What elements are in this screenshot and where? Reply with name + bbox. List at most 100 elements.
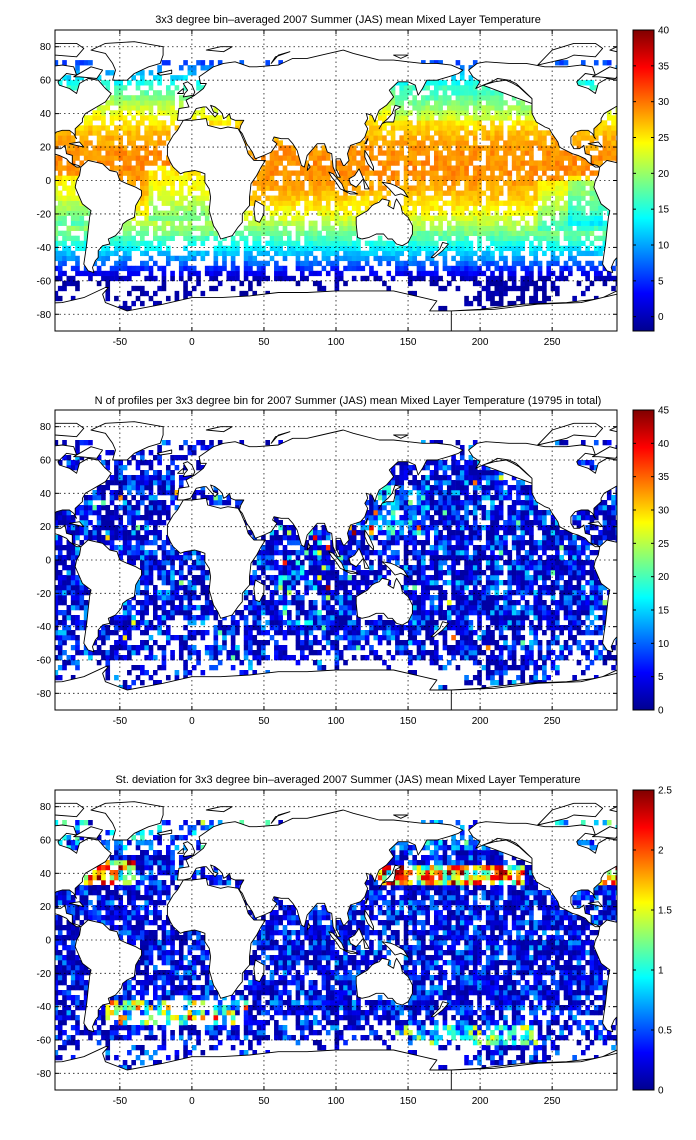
heatmap-cell [135, 145, 141, 151]
heatmap-cell [351, 225, 357, 231]
heatmap-cell [464, 160, 469, 166]
heatmap-cell [191, 450, 197, 456]
heatmap-cell [356, 635, 361, 641]
heatmap-cell [287, 570, 292, 576]
heatmap-cell [114, 480, 119, 486]
heatmap-cell [343, 255, 348, 262]
heatmap-cell [109, 130, 115, 136]
heatmap-cell [524, 265, 530, 272]
heatmap-cell [122, 145, 128, 151]
heatmap-cell [377, 195, 383, 201]
heatmap-cell [438, 205, 443, 211]
heatmap-cell [325, 565, 331, 571]
heatmap-cell [615, 145, 617, 151]
heatmap-cell [183, 95, 188, 101]
heatmap-cell [161, 235, 167, 241]
heatmap-cell [191, 445, 197, 451]
heatmap-cell [196, 490, 201, 496]
heatmap-cell [529, 150, 534, 156]
heatmap-cell [118, 265, 124, 272]
heatmap-cell [585, 190, 590, 196]
heatmap-cell [438, 175, 443, 181]
heatmap-cell [157, 520, 162, 526]
heatmap-cell [377, 185, 383, 191]
heatmap-cell [174, 675, 180, 681]
heatmap-cell [75, 240, 80, 247]
heatmap-cell [109, 545, 115, 551]
heatmap-cell [606, 145, 612, 151]
heatmap-cell [101, 135, 106, 141]
heatmap-cell [481, 95, 487, 101]
heatmap-cell [196, 555, 201, 561]
heatmap-cell [330, 595, 335, 601]
heatmap-cell [304, 570, 309, 576]
heatmap-cell [524, 275, 530, 282]
heatmap-cell [421, 560, 426, 566]
heatmap-cell [144, 125, 149, 131]
heatmap-cell [70, 535, 76, 541]
heatmap-cell [459, 165, 465, 171]
heatmap-cell [200, 255, 206, 262]
heatmap-cell [321, 595, 327, 601]
heatmap-cell [274, 235, 279, 241]
heatmap-cell [243, 245, 249, 252]
heatmap-cell [343, 625, 348, 631]
heatmap-cell [122, 625, 128, 631]
heatmap-cell [256, 220, 262, 226]
heatmap-cell [490, 250, 495, 257]
heatmap-cell [79, 650, 85, 656]
heatmap-cell [101, 485, 106, 491]
heatmap-cell [178, 555, 184, 561]
heatmap-cell [62, 245, 67, 252]
heatmap-cell [161, 225, 167, 231]
heatmap-cell [386, 110, 392, 116]
heatmap-cell [585, 165, 590, 171]
heatmap-cell [269, 220, 275, 226]
heatmap-cell [57, 630, 63, 636]
heatmap-cell [433, 585, 439, 591]
heatmap-cell [325, 615, 331, 621]
heatmap-cell [127, 550, 132, 556]
heatmap-cell [412, 580, 417, 586]
heatmap-cell [416, 140, 422, 146]
heatmap-cell [157, 475, 162, 481]
heatmap-cell [131, 515, 136, 521]
heatmap-cell [364, 655, 370, 661]
heatmap-cell [351, 215, 357, 221]
heatmap-cell [213, 650, 219, 656]
heatmap-cell [256, 550, 262, 556]
heatmap-cell [416, 520, 422, 526]
heatmap-cell [390, 240, 396, 247]
heatmap-cell [338, 555, 344, 561]
heatmap-cell [261, 175, 266, 181]
heatmap-cell [226, 270, 232, 277]
heatmap-cell [490, 165, 495, 171]
heatmap-cell [269, 180, 275, 186]
heatmap-cell [382, 515, 387, 521]
heatmap-cell [239, 230, 245, 236]
heatmap-cell [503, 230, 508, 236]
heatmap-cell [278, 645, 283, 651]
heatmap-cell [174, 555, 180, 561]
heatmap-cell [299, 265, 305, 272]
heatmap-cell [416, 575, 422, 581]
heatmap-cell [395, 95, 400, 101]
heatmap-cell [66, 75, 72, 81]
heatmap-cell [330, 180, 335, 186]
heatmap-cell [79, 505, 85, 511]
heatmap-cell [196, 185, 201, 191]
heatmap-cell [55, 205, 59, 211]
heatmap-cell [148, 500, 154, 506]
heatmap-cell [174, 605, 180, 611]
heatmap-cell [330, 640, 335, 646]
heatmap-cell [178, 270, 184, 277]
heatmap-cell [425, 120, 430, 126]
heatmap-cell [347, 210, 353, 216]
heatmap-cell [408, 240, 413, 247]
heatmap-cell [537, 130, 543, 136]
heatmap-cell [442, 85, 448, 91]
heatmap-cell [131, 520, 136, 526]
heatmap-cell [321, 265, 327, 272]
heatmap-cell [165, 590, 171, 596]
heatmap-cell [148, 190, 154, 196]
